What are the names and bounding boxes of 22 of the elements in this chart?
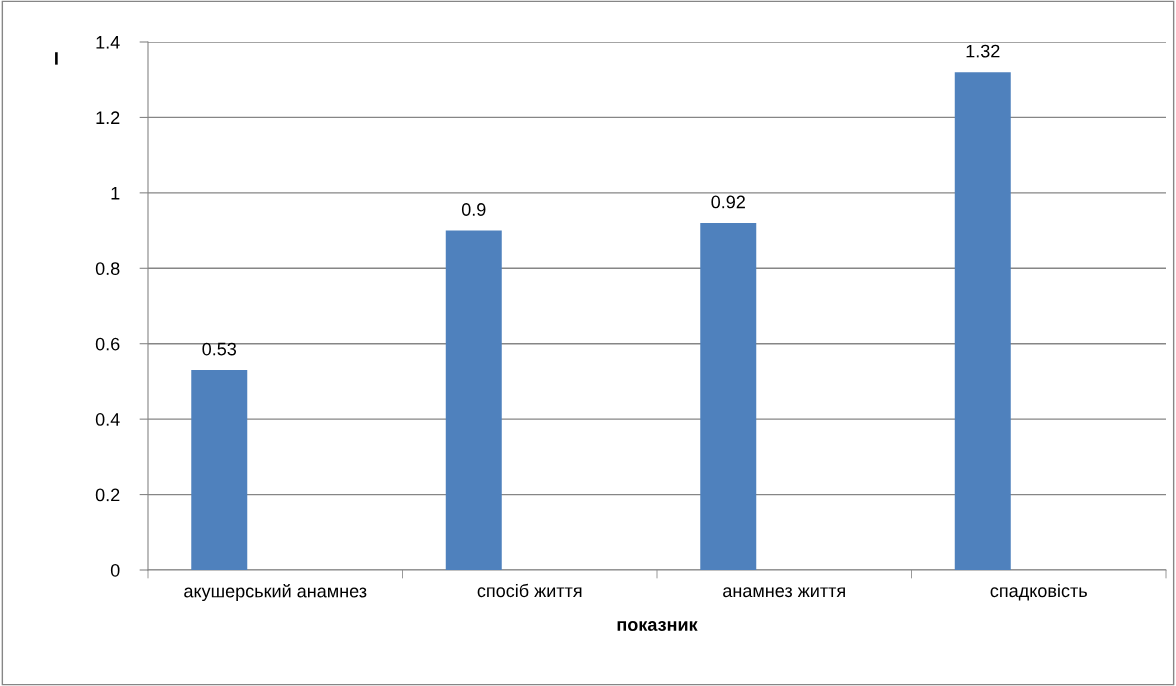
x-tick-label: акушерський анамнез <box>184 583 367 602</box>
x-tick-label: спосіб життя <box>477 583 582 598</box>
y-tick-label: 0 <box>110 563 120 577</box>
x-axis-title: показник <box>617 621 698 631</box>
y-tick-label: 0.2 <box>95 488 120 502</box>
bar <box>700 223 757 570</box>
y-axis-title: I <box>55 52 58 65</box>
x-tick-label: спадковість <box>990 583 1087 601</box>
y-tick-label: 1.2 <box>96 111 120 124</box>
data-label: 0.9 <box>461 203 486 216</box>
data-label: 1.32 <box>966 44 1000 58</box>
data-label: 0.53 <box>202 342 237 356</box>
data-label: 0.92 <box>711 195 745 209</box>
y-tick-label: 0.6 <box>95 337 120 351</box>
bar <box>445 230 502 570</box>
y-tick-label: 1 <box>111 186 120 200</box>
y-tick-label: 1.4 <box>96 36 120 49</box>
y-tick-label: 0.4 <box>95 413 120 426</box>
bar <box>191 370 248 570</box>
bar <box>954 72 1011 570</box>
x-tick-label: анамнез життя <box>723 587 845 598</box>
y-tick-label: 0.8 <box>95 262 120 276</box>
